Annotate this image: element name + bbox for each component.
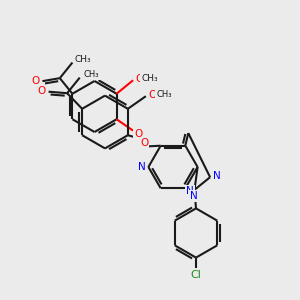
Text: O: O: [136, 74, 144, 84]
Text: O: O: [148, 90, 157, 100]
Text: CH₃: CH₃: [75, 55, 91, 64]
Text: O: O: [32, 76, 40, 85]
Text: CH₃: CH₃: [141, 74, 158, 82]
Text: O: O: [134, 129, 142, 139]
Text: N: N: [190, 191, 198, 201]
Text: O: O: [38, 86, 46, 96]
Text: N: N: [213, 171, 220, 181]
Text: N: N: [138, 162, 146, 172]
Text: CH₃: CH₃: [156, 90, 172, 99]
Text: CH₃: CH₃: [83, 70, 99, 79]
Text: Cl: Cl: [190, 270, 201, 280]
Text: O: O: [140, 138, 148, 148]
Text: N: N: [186, 186, 194, 196]
